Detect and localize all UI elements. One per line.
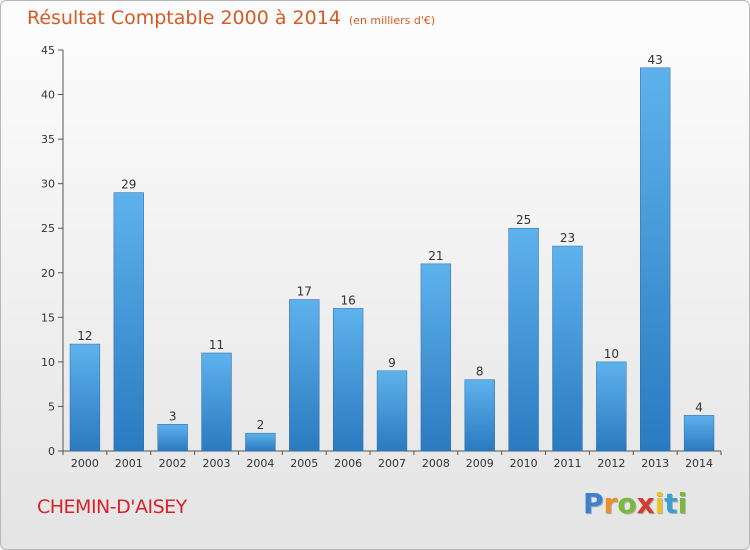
- bar-value-label: 43: [648, 53, 663, 67]
- x-tick-label: 2011: [553, 457, 581, 470]
- logo-letter: r: [603, 487, 618, 520]
- y-tick-label: 20: [41, 267, 55, 280]
- x-tick-label: 2001: [115, 457, 143, 470]
- y-tick-label: 10: [41, 356, 55, 369]
- place-name: CHEMIN-D'AISEY: [37, 496, 187, 518]
- x-tick-label: 2006: [334, 457, 362, 470]
- logo-letter: t: [664, 487, 678, 520]
- bar-2007: [376, 370, 408, 452]
- y-tick-label: 30: [41, 178, 55, 191]
- bar-value-label: 21: [428, 249, 443, 263]
- x-tick-label: 2002: [159, 457, 187, 470]
- bar-value-label: 4: [695, 400, 703, 414]
- bar-2013: [640, 67, 671, 452]
- logo-letter: P: [583, 487, 604, 520]
- x-tick-label: 2000: [71, 457, 99, 470]
- bar-value-label: 12: [77, 329, 92, 343]
- bar-value-label: 9: [388, 356, 396, 370]
- bar-2012: [596, 361, 627, 452]
- bar-value-label: 16: [340, 293, 355, 307]
- bar-value-label: 29: [121, 178, 136, 192]
- x-tick-label: 2003: [203, 457, 231, 470]
- y-tick-label: 5: [48, 400, 55, 413]
- bar-2001: [113, 192, 144, 452]
- y-tick-label: 45: [41, 44, 55, 57]
- chart-title-text: Résultat Comptable 2000 à 2014: [27, 7, 341, 29]
- logo-letter: o: [617, 487, 637, 520]
- y-tick-label: 35: [41, 133, 55, 146]
- bar-2004: [245, 432, 276, 452]
- bar-value-label: 10: [604, 347, 619, 361]
- bar-2008: [420, 263, 452, 452]
- x-tick-label: 2013: [641, 457, 669, 470]
- x-tick-label: 2005: [290, 457, 318, 470]
- proxiti-logo: Proxiti: [583, 487, 687, 520]
- y-tick-label: 15: [41, 311, 55, 324]
- x-tick-label: 2008: [422, 457, 450, 470]
- y-tick-label: 25: [41, 222, 55, 235]
- y-tick-label: 40: [41, 89, 55, 102]
- bar-value-label: 17: [297, 285, 312, 299]
- bar-value-label: 8: [476, 365, 484, 379]
- chart-bars: 12 29 3 11 2 17 16 9 21 8 25 23 10 43 4: [69, 53, 715, 452]
- y-tick-label: 0: [48, 445, 55, 458]
- x-tick-label: 2004: [246, 457, 274, 470]
- logo-letter: x: [636, 487, 655, 520]
- x-tick-label: 2014: [685, 457, 713, 470]
- bar-value-label: 11: [209, 338, 224, 352]
- logo-letter: i: [677, 487, 688, 520]
- bar-2003: [201, 352, 232, 452]
- bar-value-label: 25: [516, 213, 531, 227]
- bar-value-label: 3: [169, 409, 177, 423]
- chart-title: Résultat Comptable 2000 à 2014 (en millie…: [27, 7, 435, 29]
- x-tick-label: 2012: [597, 457, 625, 470]
- bar-2006: [332, 308, 364, 452]
- x-tick-label: 2010: [510, 457, 538, 470]
- chart-subtitle: (en milliers d'€): [348, 14, 436, 27]
- bar-2005: [289, 299, 320, 452]
- x-tick-label: 2009: [466, 457, 494, 470]
- bar-2010: [508, 227, 539, 452]
- bar-2011: [552, 245, 583, 452]
- x-tick-label: 2007: [378, 457, 406, 470]
- bar-2009: [464, 379, 495, 452]
- bar-2002: [157, 424, 188, 452]
- logo-letter: i: [654, 487, 665, 520]
- bar-2000: [69, 343, 101, 452]
- bar-value-label: 23: [560, 231, 575, 245]
- bar-2014: [683, 415, 715, 452]
- bar-value-label: 2: [257, 418, 265, 432]
